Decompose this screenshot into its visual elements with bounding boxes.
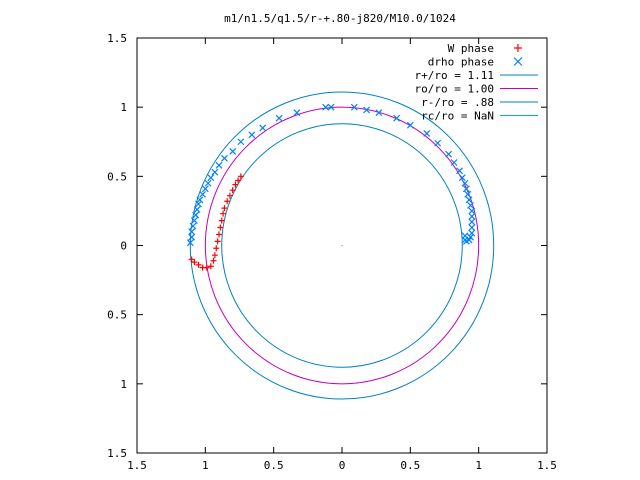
w-phase-point xyxy=(199,264,206,271)
w-phase-point xyxy=(220,210,227,217)
drho-phase-point xyxy=(215,161,223,169)
x-tick-label: 0.5 xyxy=(400,459,420,472)
reference-circles xyxy=(189,91,495,400)
x-tick-label: 1.5 xyxy=(537,459,557,472)
drho-phase-point xyxy=(195,200,202,208)
w-phase-point xyxy=(210,257,217,264)
w-phase-point xyxy=(218,217,225,224)
drho-phase-point xyxy=(468,207,476,215)
drho-phase-point xyxy=(190,217,198,225)
w-phase-point xyxy=(237,173,244,180)
x-tick-label: 0.5 xyxy=(264,459,284,472)
drho-phase-point xyxy=(434,139,442,147)
drho-phase-point xyxy=(192,211,200,219)
legend-label: r+/ro = 1.11 xyxy=(415,69,494,82)
drho-phase-point xyxy=(406,121,414,129)
drho-phase-point xyxy=(275,114,283,122)
drho-phase-point xyxy=(201,185,209,193)
drho-phase-point xyxy=(189,222,197,230)
drho-phase-point xyxy=(458,174,466,182)
drho-phase-point xyxy=(293,109,301,117)
circle-series xyxy=(189,91,495,400)
drho-phase-point xyxy=(196,196,204,204)
legend-marker xyxy=(514,44,522,52)
drho-phase-point xyxy=(461,179,469,187)
drho-phase-point xyxy=(188,233,196,241)
y-tick-label: 1.5 xyxy=(107,447,127,460)
w-phase-point xyxy=(217,224,224,231)
x-tick-label: 1 xyxy=(475,459,482,472)
w-phase-point xyxy=(207,263,214,270)
drho-phase-point xyxy=(188,228,196,236)
w-phase-point xyxy=(211,252,218,259)
drho-phase-point xyxy=(193,206,201,213)
drho-phase-point xyxy=(465,196,473,204)
legend-label: ro/ro = 1.00 xyxy=(415,83,494,96)
w-phase-point xyxy=(191,259,198,266)
y-tick-label: 1 xyxy=(120,101,127,114)
origin-dot xyxy=(341,244,343,247)
y-tick-label: 1 xyxy=(120,378,127,391)
w-phase-point xyxy=(214,238,221,245)
y-tick-label: 1.5 xyxy=(107,32,127,45)
w-phase-point xyxy=(216,231,222,238)
drho-phase-point xyxy=(350,103,358,111)
w-phase-point xyxy=(226,192,233,199)
y-tick-label: 0.5 xyxy=(107,309,127,322)
y-tick-label: 0 xyxy=(120,240,127,253)
drho-phase-point xyxy=(229,148,237,155)
drho-phase-point xyxy=(211,168,219,176)
w-phase-point xyxy=(213,245,220,252)
w-phase-point xyxy=(224,198,231,205)
drho-phase-point xyxy=(327,103,335,111)
legend-label: W phase xyxy=(448,42,494,55)
data-points xyxy=(186,103,476,271)
drho-phase-point xyxy=(462,185,470,193)
drho-phase-point xyxy=(445,150,453,158)
w-phase-point xyxy=(221,205,228,212)
x-tick-label: 1.5 xyxy=(127,459,147,472)
legend-label: drho phase xyxy=(428,56,494,69)
drho-phase-point xyxy=(450,159,458,166)
drho-phase-point xyxy=(375,109,383,117)
drho-phase-point xyxy=(468,218,476,226)
drho-phase-point xyxy=(186,239,194,247)
x-tick-label: 0 xyxy=(339,459,346,472)
drho-phase-point xyxy=(322,103,330,111)
drho-phase-point xyxy=(199,190,207,198)
circle-series xyxy=(221,123,463,368)
drho-phase-point xyxy=(393,114,401,122)
drho-phase-point xyxy=(467,201,474,209)
drho-phase-point xyxy=(456,167,463,175)
drho-phase-point xyxy=(468,229,476,237)
drho-phase-point xyxy=(248,131,256,139)
circle-series xyxy=(204,106,480,385)
w-phase-point xyxy=(232,181,239,188)
drho-phase-point xyxy=(461,232,469,240)
legend-marker xyxy=(513,57,523,66)
w-phase-point xyxy=(188,256,195,263)
drho-phase-point xyxy=(207,174,215,182)
w-phase-point xyxy=(195,261,202,268)
drho-phase-point xyxy=(204,179,212,187)
drho-phase-point xyxy=(221,154,228,162)
w-phase-point xyxy=(229,187,236,194)
legend-label: r-/ro = .88 xyxy=(421,96,494,109)
drho-phase-point xyxy=(363,106,371,114)
x-tick-label: 1 xyxy=(202,459,209,472)
drho-phase-point xyxy=(468,213,476,220)
drho-phase-point xyxy=(259,124,267,132)
axis-ticks: 1.5 1 0.5 0 0.5 1 1.51.510.500.511.5 xyxy=(107,32,557,472)
drho-phase-point xyxy=(237,138,245,146)
y-tick-label: 0.5 xyxy=(107,170,127,183)
w-phase-point xyxy=(235,177,242,184)
legend-label: rc/ro = NaN xyxy=(421,110,494,123)
chart-title: m1/n1.5/q1.5/r-+.80-j820/M10.0/1024 xyxy=(224,12,456,25)
drho-phase-point xyxy=(464,190,472,198)
drho-phase-point xyxy=(423,130,431,137)
drho-phase-point xyxy=(468,224,476,231)
